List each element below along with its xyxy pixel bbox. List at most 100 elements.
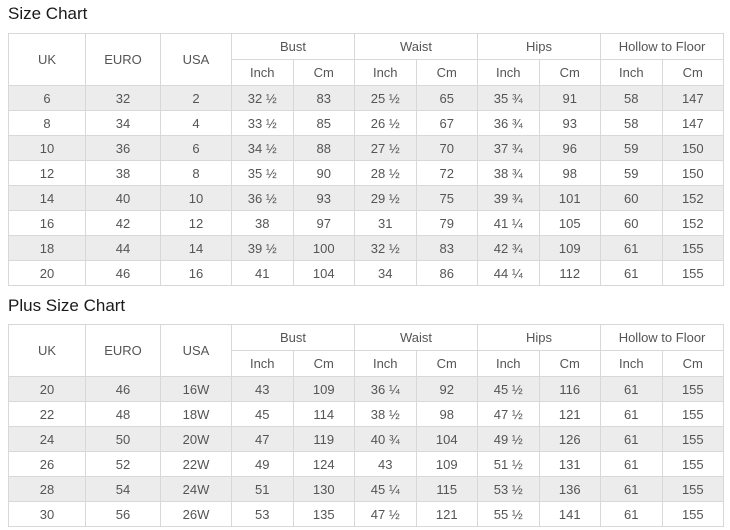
table-cell: 41 ¼ xyxy=(477,210,540,236)
table-cell: 152 xyxy=(661,210,725,236)
unit-header-cm: Cm xyxy=(538,59,602,86)
table-cell: 155 xyxy=(661,501,725,527)
table-row: 12 38 8 35 ½ 90 28 ½ 72 38 ¾ 98 59 150 xyxy=(8,160,725,186)
table-cell: 20 xyxy=(8,376,86,402)
table-cell: 45 ½ xyxy=(477,376,540,402)
table-cell: 51 xyxy=(231,476,294,502)
table-cell: 24 xyxy=(8,426,86,452)
table-cell: 10 xyxy=(160,185,232,211)
table-cell: 36 ¼ xyxy=(354,376,417,402)
table-cell: 88 xyxy=(292,135,356,161)
table-cell: 155 xyxy=(661,426,725,452)
table-cell: 30 xyxy=(8,501,86,527)
table-cell: 39 ¾ xyxy=(477,185,540,211)
table-cell: 109 xyxy=(292,376,356,402)
header-row-units: Inch Cm Inch Cm Inch Cm Inch Cm xyxy=(9,59,725,86)
unit-header-cm: Cm xyxy=(538,350,602,377)
table-cell: 35 ½ xyxy=(231,160,294,186)
table-cell: 20W xyxy=(160,426,232,452)
table-cell: 60 xyxy=(600,210,663,236)
header-row-groups: UK EURO USA Bust Waist Hips Hollow to Floor xyxy=(8,324,725,377)
table-cell: 126 xyxy=(538,426,602,452)
table-row: 28 54 24W 51 130 45 ¼ 115 53 ½ 136 61 155 xyxy=(8,476,725,502)
table-cell: 47 ½ xyxy=(354,501,417,527)
table-cell: 14 xyxy=(8,185,86,211)
table-cell: 61 xyxy=(600,451,663,477)
table-cell: 12 xyxy=(160,210,232,236)
table-cell: 16W xyxy=(160,376,232,402)
table-cell: 135 xyxy=(292,501,356,527)
table-cell: 104 xyxy=(415,426,479,452)
table-cell: 14 xyxy=(160,235,232,261)
column-header-euro: EURO xyxy=(85,33,161,86)
table-cell: 36 xyxy=(85,135,161,161)
table-row: 24 50 20W 47 119 40 ¾ 104 49 ½ 126 61 155 xyxy=(8,426,725,452)
table-row: 30 56 26W 53 135 47 ½ 121 55 ½ 141 61 155 xyxy=(8,501,725,527)
unit-header-inch: Inch xyxy=(231,350,294,377)
table-cell: 26 xyxy=(8,451,86,477)
table-cell: 86 xyxy=(415,260,479,286)
table-cell: 116 xyxy=(538,376,602,402)
table-cell: 39 ½ xyxy=(231,235,294,261)
table-cell: 105 xyxy=(538,210,602,236)
table-cell: 56 xyxy=(85,501,161,527)
unit-header-cm: Cm xyxy=(661,59,725,86)
table-cell: 2 xyxy=(160,85,232,111)
table-cell: 147 xyxy=(661,85,725,111)
table-cell: 40 ¾ xyxy=(354,426,417,452)
table-cell: 47 xyxy=(231,426,294,452)
unit-header-inch: Inch xyxy=(477,59,540,86)
table-cell: 44 ¼ xyxy=(477,260,540,286)
table-cell: 155 xyxy=(661,235,725,261)
table-cell: 65 xyxy=(415,85,479,111)
table-row: 20 46 16 41 104 34 86 44 ¼ 112 61 155 xyxy=(8,260,725,286)
group-header-waist: Waist xyxy=(354,324,479,351)
table-cell: 155 xyxy=(661,260,725,286)
column-header-uk: UK xyxy=(8,33,86,86)
table-cell: 101 xyxy=(538,185,602,211)
table-cell: 16 xyxy=(160,260,232,286)
table-cell: 12 xyxy=(8,160,86,186)
table-row: 22 48 18W 45 114 38 ½ 98 47 ½ 121 61 155 xyxy=(8,401,725,427)
table-cell: 49 xyxy=(231,451,294,477)
unit-header-cm: Cm xyxy=(415,59,479,86)
unit-header-cm: Cm xyxy=(292,59,356,86)
table-cell: 109 xyxy=(538,235,602,261)
table-cell: 61 xyxy=(600,426,663,452)
group-header-bust: Bust xyxy=(230,324,356,351)
table-cell: 121 xyxy=(415,501,479,527)
table-cell: 97 xyxy=(292,210,356,236)
column-header-usa: USA xyxy=(160,324,232,377)
table-cell: 121 xyxy=(538,401,602,427)
table-cell: 33 ½ xyxy=(231,110,294,136)
table-cell: 22 xyxy=(8,401,86,427)
table-cell: 36 ¾ xyxy=(477,110,540,136)
column-header-usa: USA xyxy=(160,33,232,86)
table-cell: 32 ½ xyxy=(231,85,294,111)
table-cell: 72 xyxy=(415,160,479,186)
table-cell: 155 xyxy=(661,401,725,427)
table-cell: 52 xyxy=(85,451,161,477)
table-cell: 42 ¾ xyxy=(477,235,540,261)
table-cell: 34 xyxy=(354,260,417,286)
table-cell: 150 xyxy=(661,160,725,186)
table-cell: 124 xyxy=(292,451,356,477)
table-cell: 8 xyxy=(160,160,232,186)
table-cell: 51 ½ xyxy=(477,451,540,477)
table-cell: 104 xyxy=(292,260,356,286)
table-cell: 35 ¾ xyxy=(477,85,540,111)
table-cell: 58 xyxy=(600,85,663,111)
table-cell: 4 xyxy=(160,110,232,136)
table-cell: 155 xyxy=(661,376,725,402)
table-cell: 28 ½ xyxy=(354,160,417,186)
unit-header-cm: Cm xyxy=(661,350,725,377)
table-row: 20 46 16W 43 109 36 ¼ 92 45 ½ 116 61 155 xyxy=(8,376,725,402)
table-cell: 27 ½ xyxy=(354,135,417,161)
table-cell: 59 xyxy=(600,135,663,161)
table-row: 8 34 4 33 ½ 85 26 ½ 67 36 ¾ 93 58 147 xyxy=(8,110,725,136)
group-header-hips: Hips xyxy=(477,324,602,351)
table-cell: 26 ½ xyxy=(354,110,417,136)
table-cell: 100 xyxy=(292,235,356,261)
table-cell: 38 xyxy=(231,210,294,236)
